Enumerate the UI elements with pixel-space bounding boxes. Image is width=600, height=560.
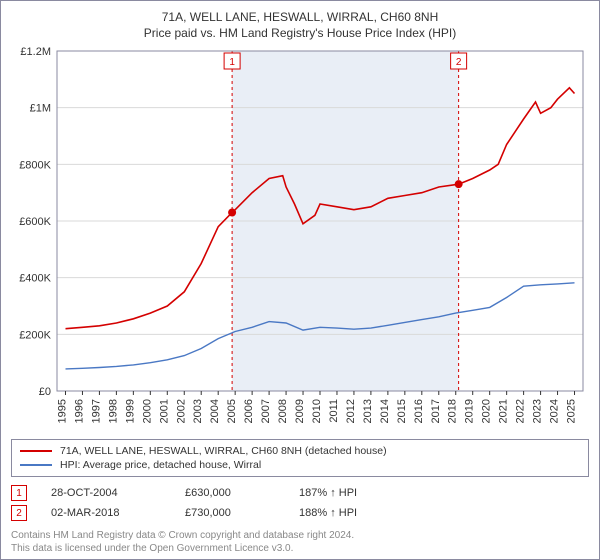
svg-text:2017: 2017 bbox=[430, 399, 442, 423]
svg-text:2018: 2018 bbox=[447, 399, 459, 423]
svg-text:2009: 2009 bbox=[294, 399, 306, 423]
svg-text:£400K: £400K bbox=[19, 273, 51, 285]
svg-text:2002: 2002 bbox=[175, 399, 187, 423]
svg-text:2015: 2015 bbox=[396, 399, 408, 423]
svg-text:£1M: £1M bbox=[30, 103, 51, 115]
chart-plot: £0 £200K £400K £600K £800K £1M £1.2M 1 2 1995 1996… bbox=[11, 45, 589, 435]
svg-text:2: 2 bbox=[456, 57, 462, 68]
svg-text:£600K: £600K bbox=[19, 216, 51, 228]
sale-delta: 188% ↑ HPI bbox=[299, 507, 357, 519]
svg-text:2014: 2014 bbox=[379, 399, 391, 423]
svg-text:2012: 2012 bbox=[345, 399, 357, 423]
legend-label: 71A, WELL LANE, HESWALL, WIRRAL, CH60 8N… bbox=[60, 445, 387, 457]
svg-text:2025: 2025 bbox=[566, 399, 578, 423]
sale-date: 02-MAR-2018 bbox=[51, 507, 161, 519]
legend: 71A, WELL LANE, HESWALL, WIRRAL, CH60 8N… bbox=[11, 439, 589, 477]
svg-text:1995: 1995 bbox=[56, 399, 68, 423]
legend-item: HPI: Average price, detached house, Wirr… bbox=[20, 458, 580, 472]
svg-text:2005: 2005 bbox=[226, 399, 238, 423]
svg-text:2010: 2010 bbox=[311, 399, 323, 423]
svg-text:2001: 2001 bbox=[158, 399, 170, 423]
svg-text:£800K: £800K bbox=[19, 160, 51, 172]
legend-item: 71A, WELL LANE, HESWALL, WIRRAL, CH60 8N… bbox=[20, 444, 580, 458]
legend-swatch bbox=[20, 464, 52, 466]
chart-svg: £0 £200K £400K £600K £800K £1M £1.2M 1 2 1995 1996… bbox=[11, 45, 589, 435]
svg-text:1997: 1997 bbox=[90, 399, 102, 423]
svg-text:2021: 2021 bbox=[498, 399, 510, 423]
svg-text:1996: 1996 bbox=[73, 399, 85, 423]
svg-text:2011: 2011 bbox=[328, 399, 340, 423]
svg-text:2003: 2003 bbox=[192, 399, 204, 423]
svg-text:2008: 2008 bbox=[277, 399, 289, 423]
chart-container: 71A, WELL LANE, HESWALL, WIRRAL, CH60 8N… bbox=[0, 0, 600, 560]
svg-text:2007: 2007 bbox=[260, 399, 272, 423]
sale-price: £630,000 bbox=[185, 487, 275, 499]
svg-text:2024: 2024 bbox=[549, 399, 561, 423]
table-row: 1 28-OCT-2004 £630,000 187% ↑ HPI bbox=[11, 483, 589, 503]
title-line2: Price paid vs. HM Land Registry's House … bbox=[11, 25, 589, 41]
svg-text:1998: 1998 bbox=[107, 399, 119, 423]
sale-badge: 1 bbox=[11, 485, 27, 501]
sale-delta: 187% ↑ HPI bbox=[299, 487, 357, 499]
sale-price: £730,000 bbox=[185, 507, 275, 519]
legend-swatch bbox=[20, 450, 52, 452]
svg-text:£200K: £200K bbox=[19, 330, 51, 342]
svg-text:2006: 2006 bbox=[243, 399, 255, 423]
svg-text:1: 1 bbox=[229, 57, 235, 68]
sales-table: 1 28-OCT-2004 £630,000 187% ↑ HPI 2 02-M… bbox=[11, 483, 589, 523]
svg-text:2019: 2019 bbox=[464, 399, 476, 423]
svg-text:£1.2M: £1.2M bbox=[20, 46, 51, 58]
svg-text:2004: 2004 bbox=[209, 399, 221, 423]
svg-text:2023: 2023 bbox=[532, 399, 544, 423]
svg-text:2022: 2022 bbox=[515, 399, 527, 423]
svg-text:1999: 1999 bbox=[124, 399, 136, 423]
footer-line2: This data is licensed under the Open Gov… bbox=[11, 542, 589, 555]
svg-text:2000: 2000 bbox=[141, 399, 153, 423]
svg-text:2020: 2020 bbox=[481, 399, 493, 423]
table-row: 2 02-MAR-2018 £730,000 188% ↑ HPI bbox=[11, 503, 589, 523]
chart-title: 71A, WELL LANE, HESWALL, WIRRAL, CH60 8N… bbox=[11, 9, 589, 41]
legend-label: HPI: Average price, detached house, Wirr… bbox=[60, 459, 261, 471]
title-line1: 71A, WELL LANE, HESWALL, WIRRAL, CH60 8N… bbox=[11, 9, 589, 25]
svg-text:2016: 2016 bbox=[413, 399, 425, 423]
footer-line1: Contains HM Land Registry data © Crown c… bbox=[11, 529, 589, 542]
svg-text:£0: £0 bbox=[39, 386, 51, 398]
sale-date: 28-OCT-2004 bbox=[51, 487, 161, 499]
svg-text:2013: 2013 bbox=[362, 399, 374, 423]
footer-credits: Contains HM Land Registry data © Crown c… bbox=[11, 529, 589, 555]
sale-badge: 2 bbox=[11, 505, 27, 521]
